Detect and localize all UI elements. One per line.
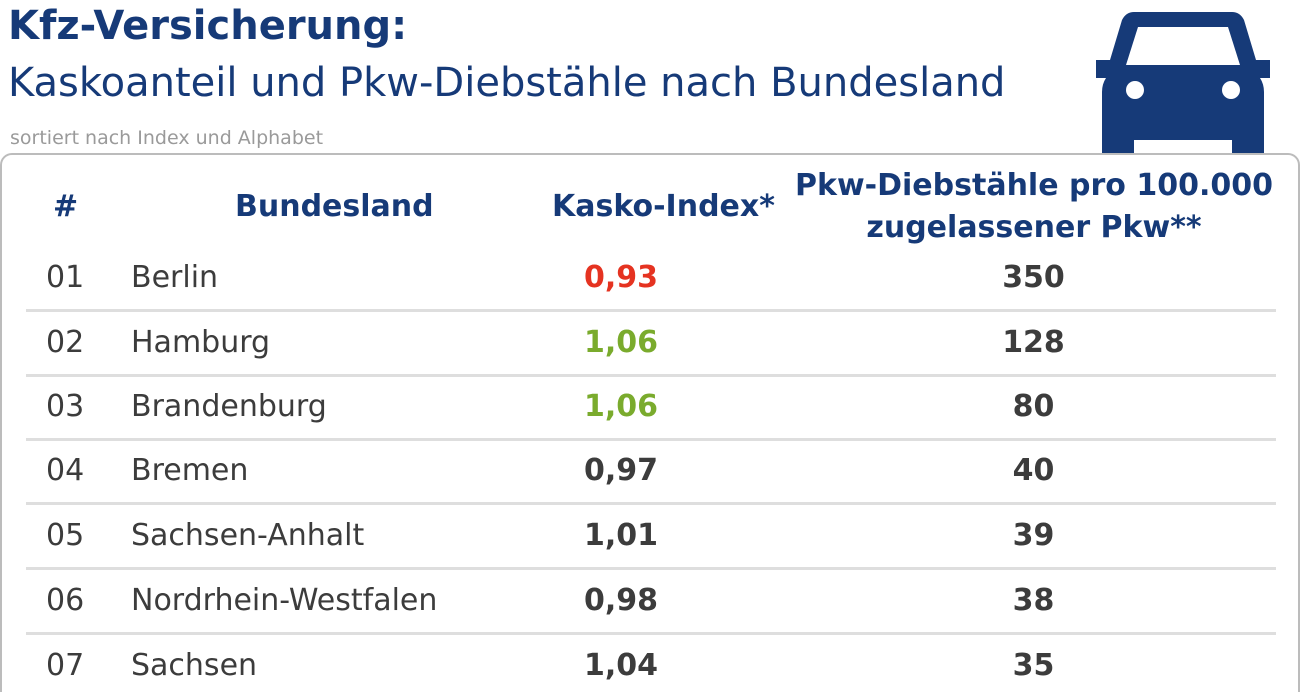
table-row: 01 Berlin 0,93 350 [26, 248, 1276, 312]
kasko-index-cell: 1,06 [583, 389, 659, 424]
state-cell: Bremen [131, 453, 249, 488]
rank-cell: 06 [46, 583, 85, 618]
column-header-kasko-index: Kasko-Index* [552, 189, 775, 224]
thefts-cell: 128 [1002, 325, 1065, 360]
kasko-index-cell: 1,04 [583, 648, 659, 683]
thefts-cell: 80 [1012, 389, 1055, 424]
column-header-state: Bundesland [235, 189, 434, 224]
state-cell: Nordrhein-Westfalen [131, 583, 438, 618]
table-row: 05 Sachsen-Anhalt 1,01 39 [26, 506, 1276, 570]
row-divider [26, 438, 1276, 441]
state-cell: Berlin [131, 260, 219, 295]
state-cell: Brandenburg [131, 389, 327, 424]
thefts-cell: 350 [1002, 260, 1065, 295]
state-cell: Sachsen [131, 648, 258, 683]
kasko-index-cell: 0,93 [583, 260, 659, 295]
column-header-rank: # [53, 189, 79, 224]
rank-cell: 07 [46, 648, 85, 683]
row-divider [26, 374, 1276, 377]
row-divider [26, 567, 1276, 570]
kasko-index-cell: 0,97 [583, 453, 659, 488]
rank-cell: 03 [46, 389, 85, 424]
state-cell: Hamburg [131, 325, 271, 360]
page-title: Kfz-Versicherung: [8, 3, 408, 49]
row-divider [26, 632, 1276, 635]
kasko-index-cell: 0,98 [583, 583, 659, 618]
state-cell: Sachsen-Anhalt [131, 518, 365, 553]
rank-cell: 01 [46, 260, 85, 295]
thefts-cell: 39 [1012, 518, 1055, 553]
rank-cell: 02 [46, 325, 85, 360]
kasko-index-cell: 1,06 [583, 325, 659, 360]
table-row: 03 Brandenburg 1,06 80 [26, 377, 1276, 441]
table-panel [0, 153, 1300, 692]
table-row: 07 Sachsen 1,04 35 [26, 636, 1276, 692]
table-row: 04 Bremen 0,97 40 [26, 441, 1276, 505]
column-header-thefts: Pkw-Diebstähle pro 100.000 zugelassener … [795, 168, 1273, 245]
row-divider [26, 502, 1276, 505]
rank-cell: 04 [46, 453, 85, 488]
page-subtitle: Kaskoanteil und Pkw-Diebstähle nach Bund… [8, 60, 1006, 106]
table-row: 06 Nordrhein-Westfalen 0,98 38 [26, 571, 1276, 635]
kasko-index-cell: 1,01 [583, 518, 659, 553]
table-row: 02 Hamburg 1,06 128 [26, 313, 1276, 377]
thefts-cell: 40 [1012, 453, 1055, 488]
thefts-cell: 38 [1012, 583, 1055, 618]
car-icon [1096, 12, 1270, 156]
row-divider [26, 309, 1276, 312]
thefts-cell: 35 [1012, 648, 1055, 683]
rank-cell: 05 [46, 518, 85, 553]
sort-note: sortiert nach Index und Alphabet [10, 127, 324, 149]
